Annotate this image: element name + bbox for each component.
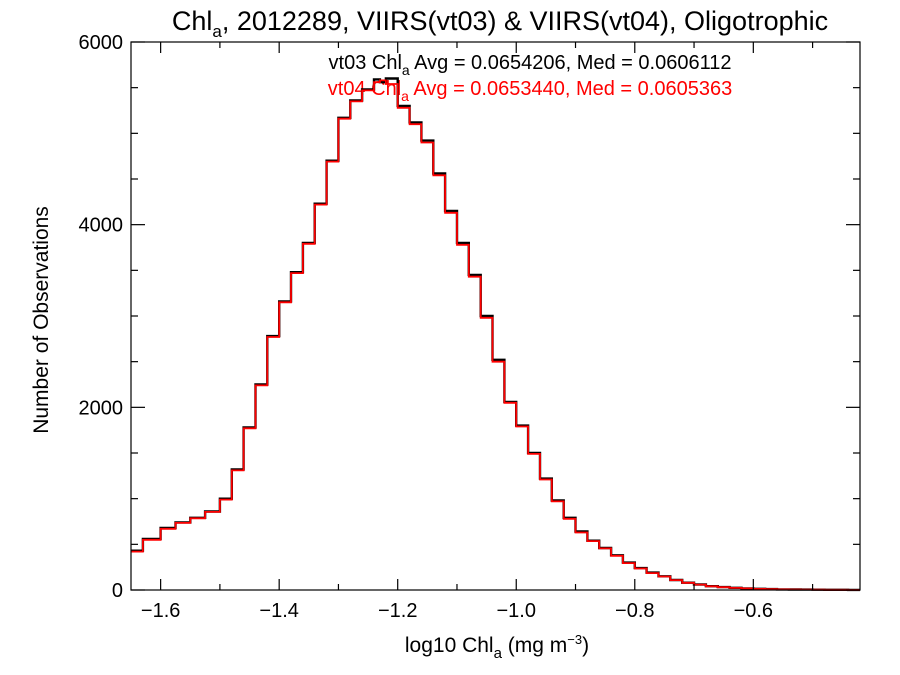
x-tick-label: −1.4	[259, 600, 298, 622]
x-axis-label: log10 Chla (mg m−3)	[405, 632, 589, 662]
x-tick-label: −1.2	[378, 600, 417, 622]
title-subscript: a	[212, 22, 222, 41]
series-line-vt04	[131, 79, 860, 591]
chart-title: Chla, 2012289, VIIRS(vt03) & VIIRS(vt04)…	[172, 6, 828, 41]
plot-area: −1.6 −1.4 −1.2 −1.0 −0.8 −0.6 0 2000 4000 6000	[79, 32, 861, 622]
x-tick-label: −0.6	[734, 600, 773, 622]
vt03-annotation-values: Avg = 0.0654206, Med = 0.0606112	[410, 52, 732, 74]
series-layer	[131, 77, 860, 592]
vt04-annotation-subscript: a	[401, 88, 409, 104]
y-tick-label: 6000	[79, 32, 124, 54]
x-tick-label: −1.0	[497, 600, 536, 622]
plot-frame	[130, 41, 861, 591]
title-rest: , 2012289, VIIRS(vt03) & VIIRS(vt04), Ol…	[222, 6, 828, 36]
series-line-vt03	[131, 77, 860, 592]
vt03-annotation-subscript: a	[402, 62, 410, 78]
y-axis-label: Number of Observations	[30, 206, 53, 434]
title-base: Chl	[172, 6, 213, 36]
x-axis-label-close: )	[582, 634, 589, 657]
vt03-stats-annotation: vt03 Chla Avg = 0.0654206, Med = 0.06061…	[329, 52, 732, 78]
x-tick-label: −0.8	[615, 600, 654, 622]
vt03-annotation-prefix: vt03 Chl	[329, 52, 402, 74]
x-axis-label-superscript: −3	[567, 632, 582, 647]
vt04-annotation-values: Avg = 0.0653440, Med = 0.0605363	[409, 78, 732, 100]
y-tick-label: 0	[112, 580, 123, 602]
y-tick-label: 2000	[79, 397, 124, 419]
y-tick-label: 4000	[79, 215, 124, 237]
vt04-stats-annotation: vt04 Chla Avg = 0.0653440, Med = 0.06053…	[328, 78, 732, 104]
ticks-layer: −1.6 −1.4 −1.2 −1.0 −0.8 −0.6 0 2000 4000 6000	[79, 32, 860, 622]
x-axis-label-subscript: a	[494, 645, 503, 662]
x-axis-label-base: log10 Chl	[405, 634, 494, 657]
x-axis-label-unit: (mg m	[502, 634, 567, 657]
x-tick-label: −1.6	[141, 600, 180, 622]
